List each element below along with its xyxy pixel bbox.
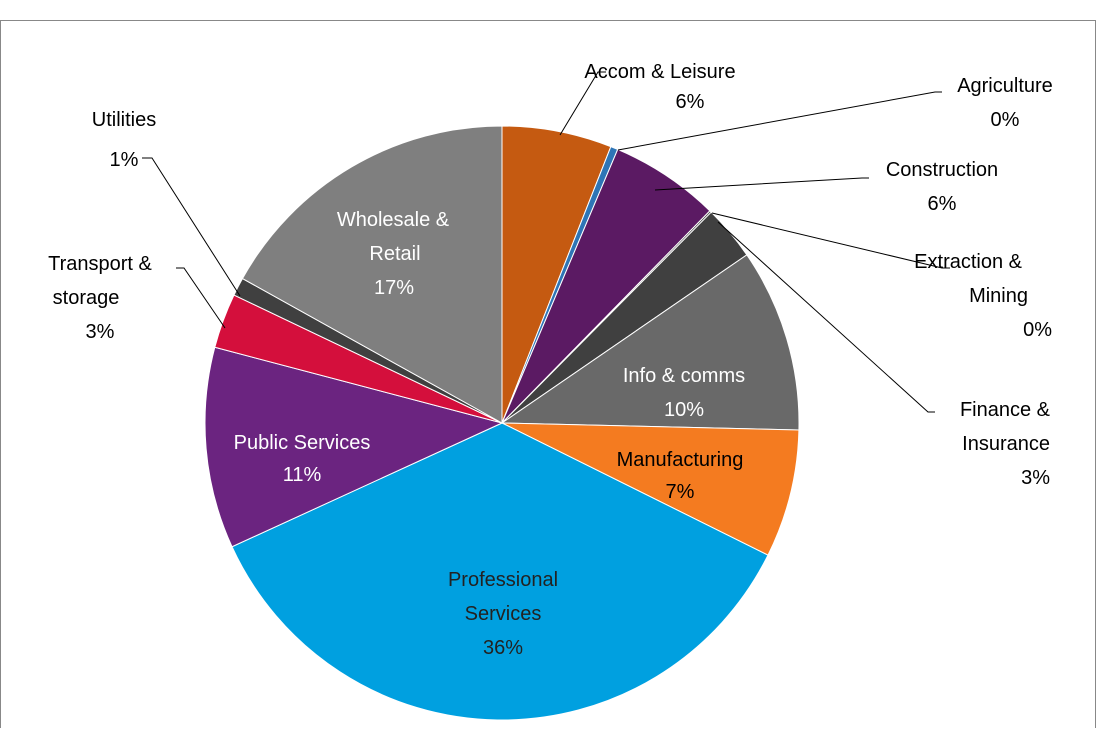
slice-category-label: Manufacturing xyxy=(617,449,744,471)
slice-percent-label: 3% xyxy=(86,321,115,343)
slice-percent-label: 0% xyxy=(1023,319,1052,341)
slice-category-label: Finance & xyxy=(960,399,1051,421)
slice-percent-label: 17% xyxy=(374,277,414,299)
slice-category-label: Info & comms xyxy=(623,365,745,387)
slice-category-label: Retail xyxy=(369,243,420,265)
slice-category-label: storage xyxy=(53,287,120,309)
slice-percent-label: 7% xyxy=(666,481,695,503)
pie-slice-professional-services xyxy=(231,422,769,721)
slice-category-label: Transport & xyxy=(48,253,152,275)
leader-line xyxy=(176,267,226,329)
pie-slice-wholesale-retail xyxy=(241,125,503,424)
slice-category-label: Agriculture xyxy=(957,75,1053,97)
slice-percent-label: 10% xyxy=(664,399,704,421)
slice-percent-label: 0% xyxy=(991,109,1020,131)
slice-category-label: Utilities xyxy=(92,109,156,131)
slice-category-label: Professional xyxy=(448,569,558,591)
slice-category-label: Extraction & xyxy=(914,251,1022,273)
slice-category-label: Accom & Leisure xyxy=(584,61,735,83)
leader-line xyxy=(142,157,241,297)
leader-line xyxy=(711,212,950,269)
slice-percent-label: 36% xyxy=(483,637,523,659)
slice-category-label: Public Services xyxy=(234,432,371,454)
leader-line xyxy=(559,71,606,136)
slice-percent-label: 1% xyxy=(110,149,139,171)
slice-category-label: Insurance xyxy=(962,433,1050,455)
slice-category-label: Services xyxy=(465,603,542,625)
slice-percent-label: 3% xyxy=(1021,467,1050,489)
leader-line xyxy=(717,221,935,413)
slice-category-label: Mining xyxy=(969,285,1028,307)
pie-slices xyxy=(204,125,800,721)
leader-line xyxy=(654,177,869,191)
pie-slice-public-services xyxy=(204,346,504,548)
slice-category-label: Construction xyxy=(886,159,998,181)
slice-percent-label: 6% xyxy=(928,193,957,215)
leader-lines xyxy=(142,71,950,413)
pie-slice-info-comms xyxy=(500,254,800,431)
slice-percent-label: 6% xyxy=(676,91,705,113)
slice-percent-label: 11% xyxy=(283,464,322,486)
slice-labels: Accom & Leisure 6% Agriculture 0% Constructi… xyxy=(48,61,1053,659)
leader-line xyxy=(617,91,942,151)
slice-category-label: Wholesale & xyxy=(337,209,450,231)
pie-slice-manufacturing xyxy=(501,422,800,556)
